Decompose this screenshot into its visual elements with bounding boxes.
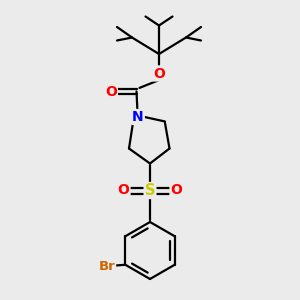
Text: Br: Br: [98, 260, 115, 273]
Text: O: O: [170, 184, 182, 197]
Text: O: O: [118, 184, 130, 197]
Text: S: S: [145, 183, 155, 198]
Text: N: N: [132, 110, 144, 124]
Text: O: O: [105, 85, 117, 98]
Text: O: O: [153, 67, 165, 80]
